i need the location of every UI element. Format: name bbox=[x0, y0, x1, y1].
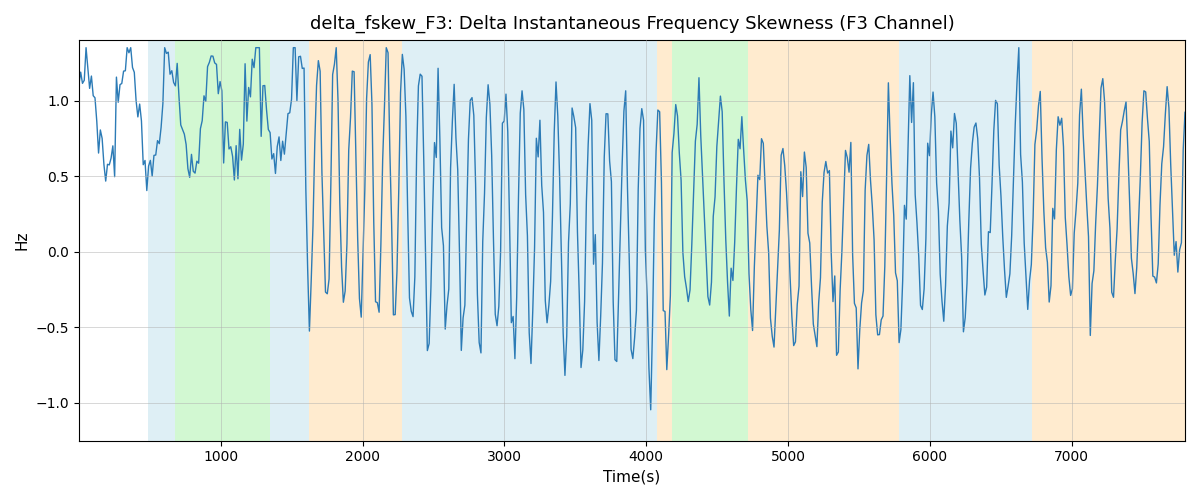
Bar bbox=[749, 40, 899, 440]
Bar bbox=[149, 40, 175, 440]
Bar bbox=[899, 40, 1009, 440]
Bar bbox=[270, 40, 308, 440]
X-axis label: Time(s): Time(s) bbox=[604, 470, 660, 485]
Y-axis label: Hz: Hz bbox=[14, 230, 30, 250]
Bar bbox=[402, 40, 658, 440]
Bar bbox=[1032, 40, 1186, 440]
Bar bbox=[1009, 40, 1032, 440]
Bar bbox=[175, 40, 270, 440]
Bar bbox=[672, 40, 749, 440]
Bar bbox=[658, 40, 672, 440]
Title: delta_fskew_F3: Delta Instantaneous Frequency Skewness (F3 Channel): delta_fskew_F3: Delta Instantaneous Freq… bbox=[310, 15, 954, 34]
Bar bbox=[308, 40, 402, 440]
